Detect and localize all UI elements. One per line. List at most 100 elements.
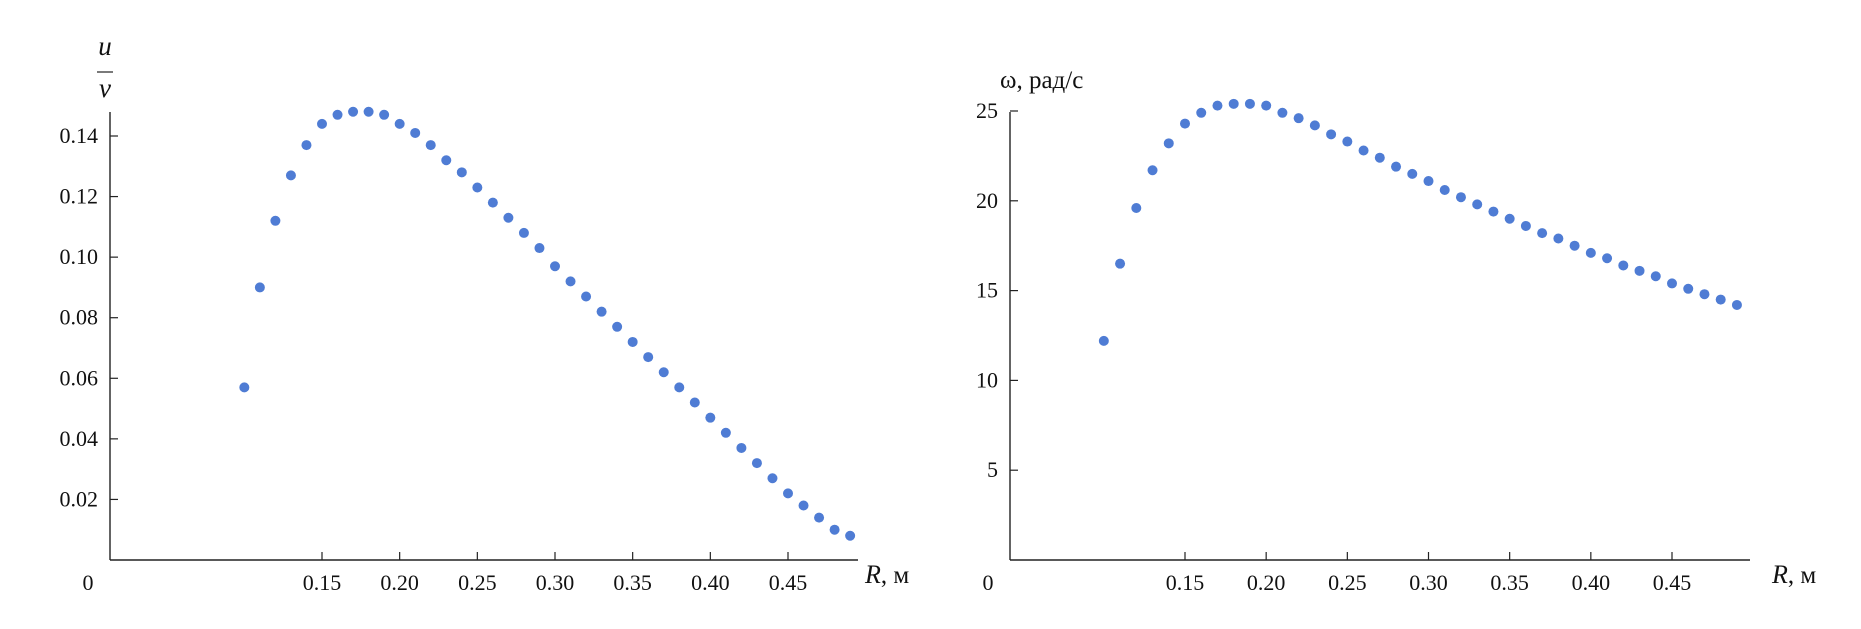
x-tick-label: 0.30 (536, 570, 575, 595)
data-point (1244, 98, 1255, 109)
data-point (751, 458, 762, 469)
data-point (627, 336, 638, 347)
origin-label: 0 (83, 570, 94, 595)
data-point (550, 261, 560, 272)
data-point (394, 118, 405, 129)
data-point (1634, 265, 1645, 276)
x-axis-title: R, м (864, 560, 909, 589)
data-point (1699, 289, 1710, 300)
data-point (581, 291, 592, 302)
y-tick-label: 0.12 (60, 184, 99, 209)
x-axis-label-unit: , м (881, 562, 910, 589)
data-point (1147, 165, 1158, 176)
x-tick-label: 0.25 (458, 570, 497, 595)
data-point (1731, 299, 1742, 310)
point-group (1098, 98, 1742, 346)
data-point (1520, 220, 1531, 231)
data-point (1261, 100, 1272, 111)
svg-text:R, м: R, м (1771, 560, 1816, 589)
y-tick-label: 0.02 (60, 486, 99, 511)
y-tick-label: 15 (976, 278, 998, 303)
data-point (1374, 152, 1385, 163)
data-point (270, 215, 281, 226)
data-point (658, 367, 669, 378)
data-point (1537, 228, 1548, 239)
data-point (503, 212, 514, 223)
tick-group: 0.15 0.20 0.25 0.30 0.35 0.40 0.45 0.02 0.04 0.06… (60, 123, 808, 595)
data-point (1309, 120, 1320, 131)
data-point (1391, 161, 1402, 172)
data-point (1131, 202, 1142, 213)
data-point (1358, 145, 1369, 156)
data-point (410, 127, 421, 138)
data-point (1504, 213, 1515, 224)
y-tick-label: 20 (976, 188, 998, 213)
data-point (363, 106, 374, 117)
x-axis-label-var: R (864, 560, 881, 589)
chart-omega: ω, рад/с 0 R, м 0.15 0.20 0.25 0.30 0.35 0.40… (976, 67, 1816, 595)
x-axis-label-unit: , м (1788, 562, 1817, 589)
x-tick-label: 0.35 (1490, 570, 1529, 595)
data-point (254, 282, 265, 293)
y-axis-label: ω, рад/с (1000, 67, 1083, 94)
y-axis-label-numerator: u (98, 31, 112, 61)
data-point (301, 140, 312, 151)
data-point (674, 382, 685, 393)
data-point (845, 530, 856, 541)
x-tick-label: 0.40 (691, 570, 730, 595)
data-point (1683, 283, 1694, 294)
data-point (1618, 260, 1629, 271)
x-tick-label: 0.20 (1247, 570, 1286, 595)
data-point (472, 182, 483, 193)
data-point (1228, 98, 1239, 109)
chart-u-over-v: u v 0 R, м 0.15 0.20 0.25 0.30 0.35 0.40 0.450… (60, 31, 910, 595)
data-point (798, 500, 809, 511)
y-tick-label: 25 (976, 98, 998, 123)
data-point (1342, 136, 1353, 147)
data-point (1715, 294, 1726, 305)
data-point (1455, 192, 1466, 203)
y-tick-label: 10 (976, 367, 998, 392)
data-point (534, 243, 545, 254)
data-point (1115, 258, 1126, 269)
data-point (612, 321, 623, 332)
x-tick-label: 0.45 (1653, 570, 1692, 595)
data-point (1293, 113, 1304, 124)
data-point (1602, 253, 1613, 264)
data-point (1569, 240, 1580, 251)
data-point (705, 412, 716, 423)
point-group (239, 106, 856, 541)
data-point (1585, 247, 1596, 258)
x-tick-label: 0.20 (380, 570, 419, 595)
data-point (565, 276, 576, 287)
x-tick-label: 0.15 (303, 570, 342, 595)
data-point (829, 524, 840, 535)
x-tick-label: 0.30 (1409, 570, 1448, 595)
x-tick-label: 0.25 (1328, 570, 1367, 595)
y-tick-label: 0.06 (60, 365, 99, 390)
data-point (1472, 199, 1483, 210)
data-point (1553, 233, 1564, 244)
data-point (518, 227, 529, 238)
data-point (239, 382, 250, 393)
origin-label: 0 (983, 570, 994, 595)
y-tick-label: 5 (987, 457, 998, 482)
data-point (767, 473, 778, 484)
data-point (1277, 107, 1288, 118)
data-point (814, 512, 825, 523)
data-point (1667, 278, 1677, 289)
y-tick-label: 0.04 (60, 426, 99, 451)
data-point (456, 167, 467, 178)
data-point (487, 197, 498, 208)
data-point (348, 106, 359, 117)
x-axis-title: R, м (1771, 560, 1816, 589)
data-point (1439, 185, 1450, 196)
data-point (1488, 206, 1499, 217)
data-point (689, 397, 700, 408)
data-point (317, 118, 327, 129)
data-point (285, 170, 296, 181)
data-point (736, 442, 747, 453)
data-point (783, 488, 793, 499)
data-point (596, 306, 607, 317)
